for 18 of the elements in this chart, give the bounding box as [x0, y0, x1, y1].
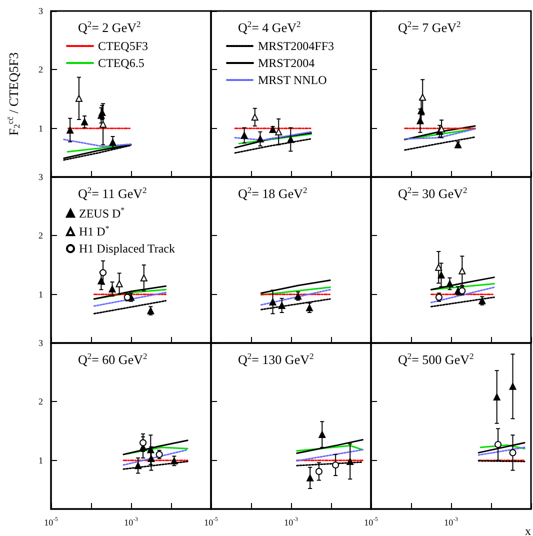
x-axis-title: x: [525, 524, 531, 536]
y-tick-label: 2: [38, 64, 43, 75]
y-tick-label: 1: [38, 455, 43, 466]
legend-label: CTEQ5F3: [98, 39, 148, 53]
point: [269, 298, 276, 306]
y-tick-label: 3: [38, 172, 44, 182]
legend-label: MRST2004FF3: [258, 39, 334, 53]
y-tick-label: 2: [38, 230, 43, 241]
y-tick-label: 3: [38, 6, 44, 16]
y-tick-label: 3: [38, 338, 44, 348]
y-tick-label: 2: [38, 396, 43, 407]
y-tick-label: 1: [38, 123, 43, 134]
y-axis-title: F2cc̄ / CTEQ5F3: [4, 52, 22, 136]
legend-label: MRST NNLO: [258, 73, 328, 87]
legend-label: H1 Displaced Track: [79, 242, 175, 256]
legend-label: CTEQ6.5: [98, 56, 144, 70]
y-tick-label: 1: [38, 289, 43, 300]
legend-label: MRST2004: [258, 56, 315, 70]
